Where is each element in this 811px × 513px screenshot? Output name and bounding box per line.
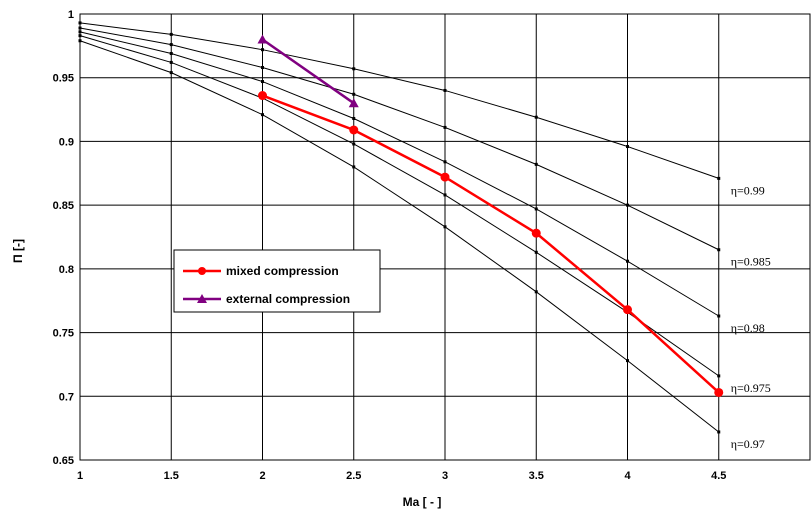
series-point <box>258 91 267 101</box>
efficiency-curve-point <box>626 145 629 149</box>
efficiency-curve-line <box>79 40 720 433</box>
x-axis-title: Ma [ - ] <box>403 495 442 509</box>
series-line <box>261 38 355 105</box>
efficiency-curve-point <box>534 115 538 119</box>
y-tick-label: 0.85 <box>53 200 74 212</box>
efficiency-curve-label: η=0.98 <box>731 321 765 335</box>
efficiency-curve-point <box>352 165 356 169</box>
x-tick-label: 1.5 <box>164 470 179 482</box>
efficiency-curve-label: η=0.985 <box>731 255 771 269</box>
efficiency-curve-point <box>352 116 356 120</box>
efficiency-curve-point <box>717 314 721 318</box>
efficiency-curves: η=0.99 η=0.985 η=0.98 η=0.975 η=0.97 <box>78 21 771 451</box>
series-point <box>623 305 632 315</box>
efficiency-curve-point <box>443 125 447 129</box>
efficiency-curve-point <box>261 48 264 52</box>
x-tick-label: 4 <box>624 470 631 482</box>
efficiency-curve-point <box>169 60 173 64</box>
efficiency-curve-point <box>261 80 264 84</box>
y-tick-label: 0.9 <box>59 136 74 148</box>
efficiency-curve-point <box>169 52 173 56</box>
legend: mixed compression external compression <box>173 249 381 313</box>
efficiency-curve-point <box>443 193 447 197</box>
efficiency-curve-point <box>534 207 538 211</box>
series-line <box>262 94 720 394</box>
series-point <box>349 125 359 135</box>
efficiency-curve-point <box>443 160 447 164</box>
plot-border <box>79 13 811 461</box>
efficiency-curve-point <box>169 43 173 47</box>
efficiency-curve-point <box>534 290 538 294</box>
efficiency-curve-line <box>79 31 720 317</box>
efficiency-curve-label: η=0.97 <box>731 437 765 451</box>
series-point <box>440 172 450 182</box>
efficiency-curve-point <box>169 32 173 36</box>
efficiency-curve-point <box>443 88 447 92</box>
efficiency-curve-label: η=0.99 <box>731 183 765 197</box>
y-tick-label: 0.65 <box>53 455 74 467</box>
efficiency-curve-point <box>352 67 356 71</box>
efficiency-curve-point <box>352 142 356 146</box>
y-axis-title: Π [-] <box>11 239 25 263</box>
x-tick-label: 3.5 <box>529 470 544 482</box>
efficiency-curve-point <box>443 225 447 229</box>
x-tick-label: 3 <box>442 470 448 482</box>
y-tick-label: 0.75 <box>53 328 74 340</box>
series-point <box>257 34 268 44</box>
y-tick-label: 1 <box>68 9 74 21</box>
efficiency-curve-line <box>79 22 719 179</box>
x-tick-label: 4.5 <box>711 470 726 482</box>
efficiency-curve-line <box>79 27 719 251</box>
efficiency-curve-point <box>626 359 629 363</box>
x-tick-label: 2.5 <box>346 470 361 482</box>
series-point <box>531 228 541 238</box>
legend-marker-external <box>197 294 207 303</box>
efficiency-curve-point <box>717 430 721 434</box>
efficiency-curve-point <box>261 66 264 70</box>
efficiency-curve-point <box>534 162 538 166</box>
efficiency-curve-point <box>261 113 264 117</box>
efficiency-curve-point <box>626 259 629 263</box>
efficiency-curve-line <box>79 35 720 377</box>
legend-box <box>173 249 381 313</box>
y-tick-label: 0.95 <box>53 73 74 85</box>
y-tick-label: 0.8 <box>59 264 74 276</box>
efficiency-curve-point <box>717 374 721 378</box>
efficiency-curve-point <box>717 248 721 252</box>
series-point <box>348 98 359 108</box>
x-tick-label: 1 <box>77 470 83 482</box>
tick-labels: 1 1.5 2 2.5 3 3.5 4 4.5 0.65 0.7 0.75 0.8 0.85 0.9 0.9… <box>53 9 727 482</box>
efficiency-curve-point <box>352 92 356 96</box>
efficiency-curve-point <box>534 250 538 254</box>
y-tick-label: 0.7 <box>59 391 74 403</box>
data-series <box>257 34 724 397</box>
series-point <box>714 387 724 397</box>
x-tick-label: 2 <box>259 470 265 482</box>
efficiency-curve-label: η=0.975 <box>731 381 771 395</box>
legend-label-mixed: mixed compression <box>226 264 339 278</box>
efficiency-curve-point <box>626 203 629 207</box>
legend-label-external: external compression <box>226 292 350 306</box>
efficiency-curve-point <box>717 176 721 180</box>
legend-marker-mixed <box>198 267 206 275</box>
efficiency-curve-point <box>169 71 173 75</box>
